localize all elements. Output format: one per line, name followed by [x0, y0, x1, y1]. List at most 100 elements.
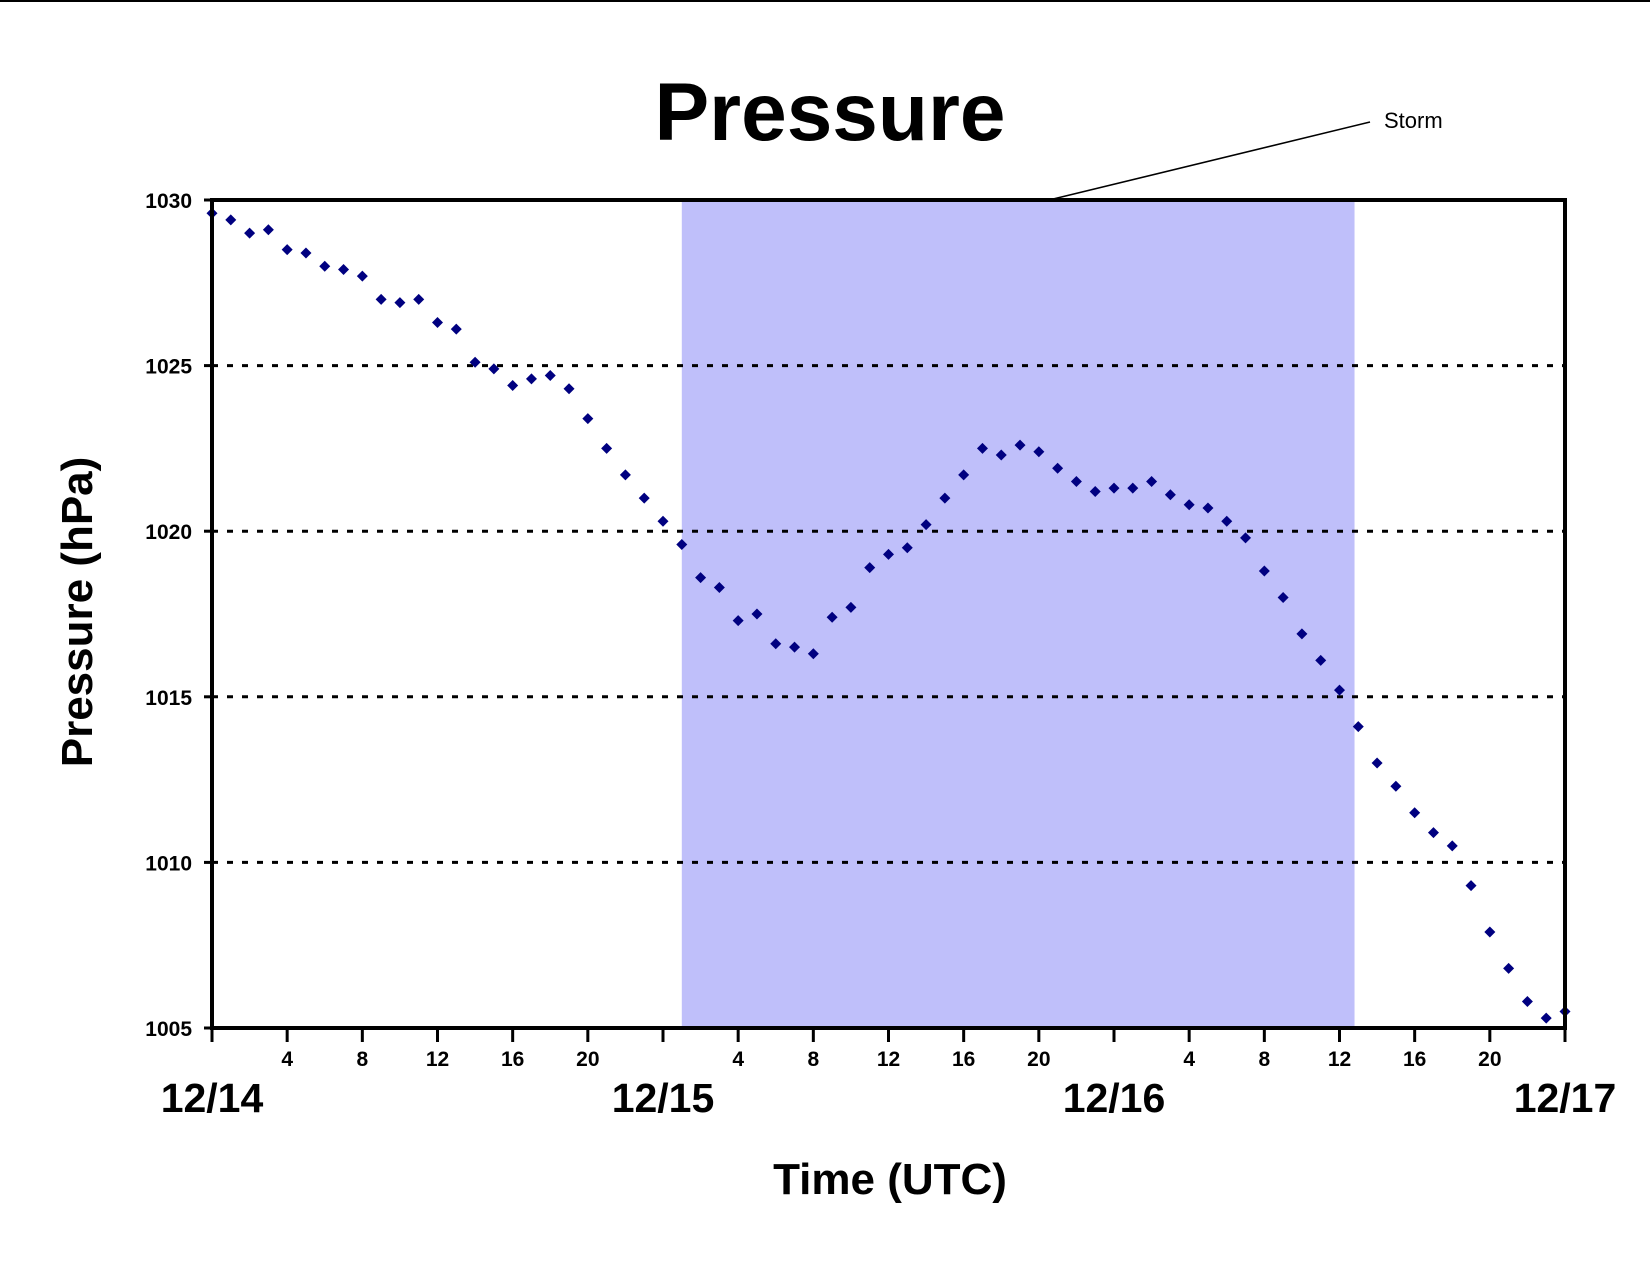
x-tick-label-h44: 20	[1027, 1048, 1050, 1071]
x-tick-label-h56: 8	[1258, 1048, 1270, 1071]
data-point-0-31	[789, 641, 801, 653]
data-point-0-33	[826, 611, 838, 623]
data-point-0-32	[807, 648, 819, 660]
x-tick-label-h8: 8	[356, 1048, 368, 1071]
x-axis-ticks: 4 8 12 16 20 4 8 12 16 20 4 8 12 16 20 12/14 12/15 12/16 1…	[161, 1028, 1617, 1121]
x-tick-label-h20: 20	[576, 1048, 599, 1071]
y-tick-label-1010: 1010	[145, 852, 192, 875]
x-tick-label-h16: 16	[501, 1048, 524, 1071]
data-point-0-51	[1164, 489, 1176, 501]
x-tick-label-h68: 20	[1478, 1048, 1501, 1071]
data-point-0-53	[1202, 502, 1214, 514]
data-point-0-6	[319, 260, 331, 272]
y-axis-ticks: 1005 1010 1015 1020 1025 1030	[145, 190, 212, 1041]
x-day-label-2: 12/16	[1063, 1075, 1166, 1121]
y-tick-label-1025: 1025	[145, 356, 192, 379]
data-point-0-50	[1146, 476, 1158, 488]
grid-lines	[212, 364, 1565, 864]
x-axis-title: Time (UTC)	[773, 1155, 1007, 1204]
data-point-0-1	[225, 214, 237, 226]
data-point-0-25	[676, 538, 688, 550]
x-day-label-1: 12/15	[612, 1075, 715, 1121]
data-point-0-62	[1371, 757, 1383, 769]
x-day-label-3: 12/17	[1514, 1075, 1617, 1121]
data-point-0-35	[864, 562, 876, 574]
data-point-0-29	[751, 608, 763, 620]
data-point-0-27	[713, 582, 725, 594]
data-point-0-22	[619, 469, 631, 481]
data-point-0-64	[1409, 807, 1421, 819]
data-point-0-19	[563, 383, 575, 395]
x-tick-label-h36: 12	[877, 1048, 900, 1071]
data-point-0-10	[394, 297, 406, 309]
data-point-0-34	[845, 601, 857, 613]
data-point-0-46	[1070, 476, 1082, 488]
data-point-0-40	[958, 469, 970, 481]
storm-shaded-region	[681, 200, 1355, 1028]
data-point-0-58	[1296, 628, 1308, 640]
data-point-0-26	[695, 572, 707, 584]
data-point-0-45	[1052, 462, 1064, 474]
data-point-0-60	[1334, 684, 1345, 696]
data-point-0-39	[939, 492, 951, 504]
y-tick-label-1005: 1005	[145, 1018, 192, 1041]
y-tick-label-1030: 1030	[145, 190, 192, 213]
data-point-0-42	[995, 449, 1007, 461]
data-point-0-70	[1521, 996, 1533, 1008]
x-tick-label-h60: 12	[1328, 1048, 1351, 1071]
data-point-0-63	[1390, 780, 1402, 792]
data-point-0-56	[1258, 565, 1270, 577]
y-axis-title: Pressure (hPa)	[53, 457, 102, 768]
x-tick-label-h28: 4	[732, 1048, 744, 1071]
x-day-label-0: 12/14	[161, 1075, 264, 1121]
data-point-0-3	[262, 224, 274, 236]
data-point-0-65	[1427, 827, 1439, 839]
data-point-0-21	[601, 442, 613, 454]
x-tick-label-h52: 4	[1183, 1048, 1195, 1071]
data-point-0-16	[507, 379, 519, 391]
data-point-0-69	[1503, 962, 1515, 974]
data-point-0-41	[976, 442, 988, 454]
data-point-0-47	[1089, 485, 1101, 497]
x-tick-label-h64: 16	[1403, 1048, 1426, 1071]
data-point-0-13	[450, 323, 462, 335]
data-point-0-49	[1127, 482, 1139, 494]
data-point-0-14	[469, 356, 481, 368]
data-point-0-38	[920, 519, 932, 531]
x-tick-label-h32: 8	[807, 1048, 819, 1071]
chart-title: Pressure	[654, 67, 1005, 158]
data-point-0-37	[901, 542, 913, 554]
data-point-0-44	[1033, 446, 1045, 458]
data-point-0-4	[281, 244, 293, 256]
storm-annotation-label: Storm	[1384, 108, 1443, 133]
data-points	[206, 207, 1571, 1024]
data-point-0-30	[770, 638, 782, 650]
data-point-0-61	[1352, 721, 1364, 733]
data-point-0-52	[1183, 499, 1195, 511]
data-point-0-7	[338, 264, 350, 276]
data-point-0-5	[300, 247, 312, 259]
x-tick-label-h4: 4	[281, 1048, 293, 1071]
data-point-0-59	[1315, 654, 1327, 666]
data-point-0-20	[582, 413, 594, 425]
data-point-0-2	[244, 227, 256, 239]
y-tick-label-1015: 1015	[145, 687, 192, 710]
data-point-0-28	[732, 615, 744, 627]
storm-annotation-leader-line	[1052, 121, 1371, 200]
data-point-0-17	[525, 373, 537, 385]
data-point-0-24	[657, 515, 669, 527]
y-tick-label-1020: 1020	[145, 521, 192, 544]
data-point-0-55	[1240, 532, 1252, 544]
x-tick-label-h12: 12	[426, 1048, 449, 1071]
data-point-0-11	[413, 293, 425, 305]
data-point-0-15	[488, 363, 500, 375]
data-point-0-57	[1277, 591, 1289, 603]
data-point-0-18	[544, 370, 556, 382]
data-point-0-43	[1014, 439, 1026, 451]
data-point-0-68	[1484, 926, 1496, 938]
data-point-0-36	[883, 548, 894, 560]
data-point-0-23	[638, 492, 650, 504]
data-point-0-48	[1108, 482, 1120, 494]
data-point-0-9	[375, 293, 387, 305]
